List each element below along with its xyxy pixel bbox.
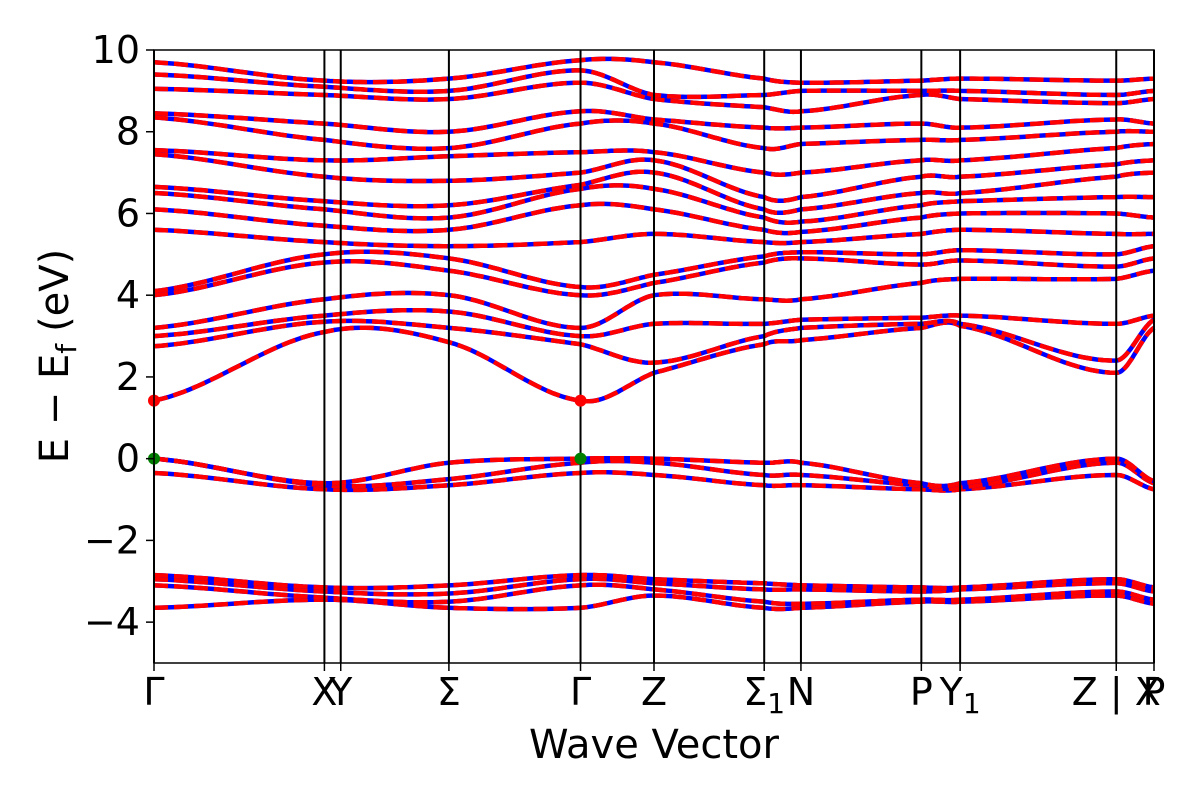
band-22-spin-up xyxy=(153,68,1155,100)
x-tick-label-1: X xyxy=(311,670,337,714)
band-5-spin-up xyxy=(153,456,1155,492)
y-axis-ticks: −4 −2 0 2 4 6 8 10 xyxy=(84,28,154,644)
y-tick-label-0: −4 xyxy=(84,600,140,644)
x-tick-label-7: N xyxy=(787,670,815,714)
band-14-spin-up xyxy=(153,201,1155,236)
y-tick-label-6: 8 xyxy=(116,110,140,154)
y-axis-label: E − Ef (eV) xyxy=(32,249,83,464)
x-tick-label-8: P xyxy=(910,670,933,714)
y-axis-label-unit: (eV) xyxy=(32,249,78,332)
x-axis-label: Wave Vector xyxy=(529,722,780,768)
y-tick-label-1: −2 xyxy=(84,518,140,562)
x-axis-ticks: Γ XY Σ Γ Z Σ1 N P Y1 Z | XP xyxy=(143,663,1165,720)
x-tick-label-3: Σ xyxy=(437,670,461,714)
x-tick-label-2: Y xyxy=(328,670,353,714)
x-tick-label-10: Z | X xyxy=(1072,670,1161,715)
band-edge-markers xyxy=(148,394,587,465)
x-tick-label-5: Z xyxy=(641,670,667,714)
x-tick-label-sub-6: 1 xyxy=(767,687,785,720)
x-tick-label-6: Σ1 xyxy=(743,670,785,720)
x-tick-label-11: P xyxy=(1143,670,1166,714)
band-9-spin-up xyxy=(153,307,1155,339)
y-tick-label-3: 2 xyxy=(116,355,140,399)
band-11-spin-up xyxy=(153,256,1155,298)
y-axis-label-sub: f xyxy=(50,343,83,354)
x-tick-label-4: Γ xyxy=(570,670,591,714)
marker-vbm-3 xyxy=(574,452,587,465)
band-15-spin-up xyxy=(153,183,1154,225)
x-tick-label-9: Y1 xyxy=(939,670,981,720)
marker-cbm-1 xyxy=(574,394,587,407)
y-axis-label-main: E − E xyxy=(32,354,78,464)
x-tick-label-0: Γ xyxy=(143,670,164,714)
x-tick-label-sub-9: 1 xyxy=(963,687,981,720)
y-tick-label-7: 10 xyxy=(92,28,140,72)
band-23-spin-up xyxy=(153,56,1155,85)
band-19-spin-up xyxy=(153,115,1154,152)
band-8-spin-up xyxy=(153,317,1156,365)
y-tick-label-5: 6 xyxy=(116,191,140,235)
high-symmetry-lines xyxy=(153,50,1155,663)
y-tick-label-4: 4 xyxy=(116,273,140,317)
band-6-spin-up xyxy=(153,455,1155,489)
y-tick-label-2: 0 xyxy=(116,437,140,481)
